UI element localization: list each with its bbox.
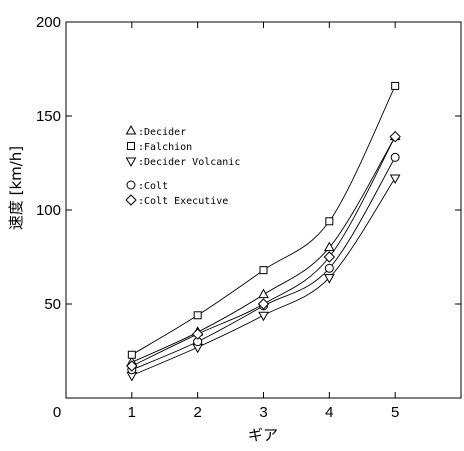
x-tick-label: 5 [391,404,399,421]
legend-marker [125,194,137,206]
x-tick-label: 4 [325,404,333,421]
x-tick-labels: 0 1 2 3 4 5 [53,404,400,421]
data-point [127,350,136,359]
y-axis-title: 速度 [km/h] [7,146,25,230]
data-point [191,328,204,340]
y-tick-labels: 50 100 150 200 [36,14,61,313]
legend-marker [127,142,135,150]
series-line [131,136,396,363]
data-point [126,360,138,372]
x-tick-label: 0 [53,404,61,421]
y-tick-label: 150 [36,108,61,125]
series-line [131,157,396,371]
series-line [131,136,396,367]
legend-marker [126,180,136,190]
legend-marker [125,124,137,135]
legend: :Decider :Falchion :Decider Volcanic :Colt:… [125,124,240,207]
axis-ticks [66,22,461,398]
data-point [323,274,335,284]
data-point [257,298,270,310]
data-point [323,241,335,252]
data-point [259,266,268,275]
y-tick-label: 50 [44,296,61,313]
legend-marker [125,157,137,168]
legend-label: :Falchion [138,142,192,153]
x-tick-label: 3 [259,404,267,421]
x-tick-label: 2 [193,404,201,421]
data-point [258,311,269,322]
data-point [391,81,400,90]
series-markers [126,81,401,382]
legend-label: :Decider [138,127,186,138]
data-point [390,152,400,162]
data-point [325,217,334,226]
legend-label: :Colt [138,181,168,192]
x-tick-label: 1 [128,404,136,421]
x-axis-title: ギア [248,426,278,444]
data-point [389,174,401,185]
data-point [193,311,202,320]
data-point [258,288,269,299]
legend-label: :Decider Volcanic [138,157,240,168]
y-tick-label: 100 [36,202,61,219]
y-tick-label: 200 [36,14,61,31]
data-point [324,263,334,273]
data-point [323,251,336,263]
legend-label: :Colt Executive [138,196,228,207]
plot-frame [65,21,462,399]
data-point [389,130,401,143]
series-line [131,85,396,356]
